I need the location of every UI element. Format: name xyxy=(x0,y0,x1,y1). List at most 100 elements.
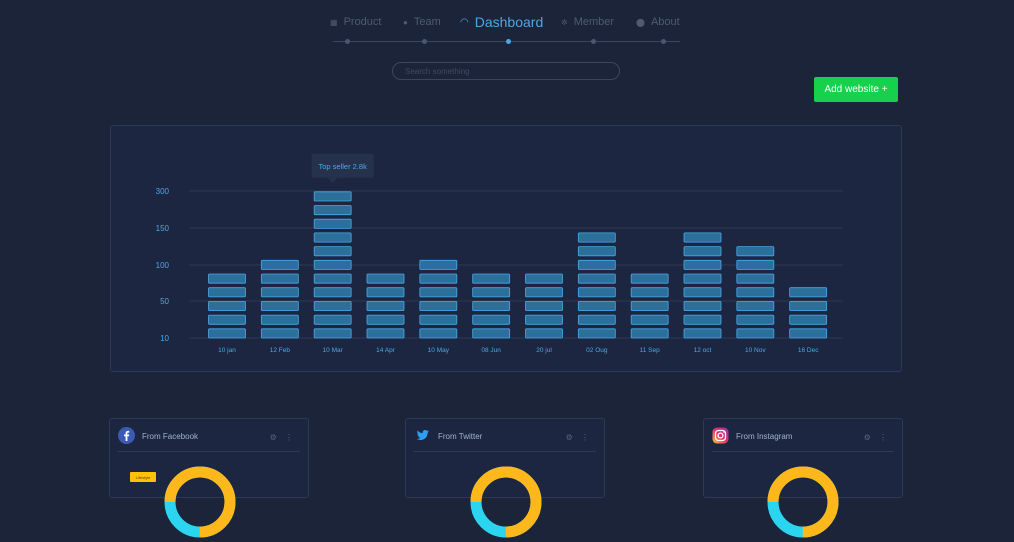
bar-segment xyxy=(366,314,405,325)
bar-segment xyxy=(260,259,299,270)
bar-segment xyxy=(208,314,246,325)
bar-segment xyxy=(208,287,246,298)
member-icon: ✲ xyxy=(561,17,568,27)
bar-segment xyxy=(683,287,722,298)
bar-segment xyxy=(260,314,299,325)
x-tick-label: 16 Dec xyxy=(798,347,819,354)
team-icon: ● xyxy=(403,17,408,27)
card-title: From Instagram xyxy=(736,432,793,441)
x-tick-label: 08 Jun xyxy=(481,347,501,354)
card-actions[interactable]: ⚙ ⋮ xyxy=(863,433,890,442)
bar-segment xyxy=(630,328,669,339)
about-icon: ⬤ xyxy=(636,17,645,27)
bar-segment xyxy=(208,328,246,339)
x-tick-label: 10 May xyxy=(428,347,450,354)
bar-segment xyxy=(208,273,246,284)
bar-segment xyxy=(472,328,511,339)
facebook-card: From Facebook ⚙ ⋮ xyxy=(109,418,309,498)
bar-segment xyxy=(525,287,563,298)
bar-segment xyxy=(313,205,352,216)
bar-segment xyxy=(419,259,458,270)
x-tick-label: 10 jan xyxy=(218,347,236,354)
twitter-donut-chart xyxy=(470,466,542,538)
facebook-donut-chart xyxy=(164,466,236,538)
bar-segment xyxy=(525,328,563,339)
bar-chart: 10 50 100 150 300 10 jan 12 Feb 10 Mar 14 Apr 10 … xyxy=(156,153,843,354)
bar-segment xyxy=(577,300,616,311)
card-actions[interactable]: ⚙ ⋮ xyxy=(565,433,592,442)
card-header: From Twitter ⚙ ⋮ xyxy=(414,427,596,452)
chart-tooltip: Top seller 2.8k xyxy=(311,153,374,183)
bar-segment xyxy=(313,300,352,311)
card-actions[interactable]: ⚙ ⋮ xyxy=(269,433,296,442)
nav-item-label: Product xyxy=(343,16,382,28)
add-website-button[interactable]: Add website + xyxy=(814,77,898,102)
bar-segment xyxy=(577,259,616,270)
bar-segment xyxy=(683,328,722,339)
lifestyle-tag: Lifestyle xyxy=(130,472,156,482)
bar-segment xyxy=(789,300,828,311)
bar-segment xyxy=(472,287,511,298)
twitter-icon xyxy=(416,430,429,440)
bar-segment xyxy=(260,328,299,339)
bar-segment xyxy=(736,259,775,270)
bar-segment xyxy=(630,287,669,298)
nav-item-about[interactable]: ⬤ About xyxy=(636,16,680,28)
bar-segment xyxy=(313,218,352,229)
bar-segment xyxy=(260,273,299,284)
bar-segment xyxy=(366,273,405,284)
nav-item-product[interactable]: ▦ Product xyxy=(330,16,381,28)
search-input[interactable] xyxy=(392,62,620,80)
nav-item-team[interactable]: ● Team xyxy=(403,16,441,28)
nav-item-label: About xyxy=(650,16,680,28)
tooltip-box xyxy=(311,153,374,178)
y-tick-label: 50 xyxy=(160,297,169,306)
x-tick-label: 10 Nov xyxy=(745,347,766,354)
bar-segment xyxy=(789,314,828,325)
bar-segment xyxy=(313,273,352,284)
y-tick-label: 100 xyxy=(156,261,170,270)
x-tick-label: 12 Feb xyxy=(270,347,291,354)
top-nav: ▦ Product ● Team ◠ Dashboard ✲ Member ⬤ … xyxy=(330,14,680,46)
x-tick-label: 20 jul xyxy=(536,347,552,354)
bar-segment xyxy=(577,273,616,284)
bar-segment xyxy=(208,300,246,311)
bar-segment xyxy=(577,246,616,257)
bar-segment xyxy=(419,314,458,325)
bar-segment xyxy=(472,273,511,284)
bar-segment xyxy=(789,328,828,339)
bar-segment xyxy=(736,328,775,339)
bar-segment xyxy=(577,287,616,298)
bar-segment xyxy=(683,300,722,311)
instagram-card: From Instagram ⚙ ⋮ xyxy=(703,418,903,498)
y-tick-label: 10 xyxy=(160,334,169,343)
bar-segment xyxy=(419,287,458,298)
bar-segment xyxy=(683,273,722,284)
instagram-donut-chart xyxy=(767,466,839,538)
bar-segment xyxy=(736,314,775,325)
bar-segment xyxy=(736,273,775,284)
nav-item-member[interactable]: ✲ Member xyxy=(561,16,614,28)
sales-chart-panel: 10 50 100 150 300 10 jan 12 Feb 10 Mar 14 Apr 10 … xyxy=(110,125,902,372)
nav-dot xyxy=(422,39,427,44)
facebook-icon xyxy=(118,427,135,444)
bar-segment xyxy=(260,300,299,311)
bar-segment xyxy=(472,314,511,325)
card-header: From Instagram ⚙ ⋮ xyxy=(712,427,894,452)
bar-segment xyxy=(313,259,352,270)
bar-segment xyxy=(577,314,616,325)
bar-segment xyxy=(736,287,775,298)
bar-segment xyxy=(525,300,563,311)
bar-segment xyxy=(525,314,563,325)
nav-item-dashboard[interactable]: ◠ Dashboard xyxy=(460,14,543,30)
bar-segment xyxy=(366,287,405,298)
bar-segment xyxy=(525,273,563,284)
nav-dot xyxy=(345,39,350,44)
tooltip-text: Top seller 2.8k xyxy=(318,162,367,171)
bar-segment xyxy=(313,287,352,298)
tooltip-arrow xyxy=(327,177,338,183)
bar-segment xyxy=(683,246,722,257)
x-tick-label: 10 Mar xyxy=(323,347,344,354)
y-tick-label: 150 xyxy=(156,224,170,233)
card-title: From Twitter xyxy=(438,432,483,441)
